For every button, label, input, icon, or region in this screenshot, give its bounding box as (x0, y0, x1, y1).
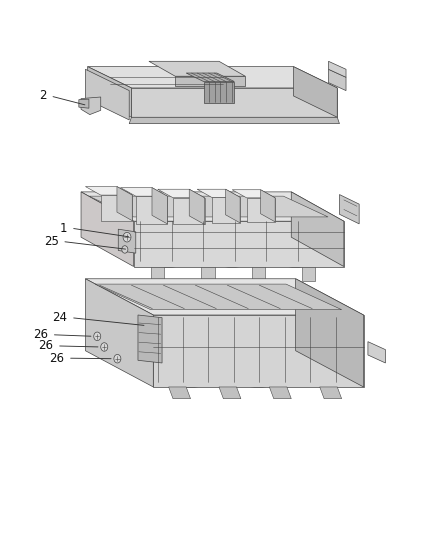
Polygon shape (81, 192, 134, 266)
Polygon shape (261, 190, 275, 222)
Polygon shape (291, 192, 344, 266)
Polygon shape (302, 266, 315, 281)
Polygon shape (293, 67, 337, 117)
Text: 24: 24 (53, 311, 67, 324)
Polygon shape (197, 189, 240, 197)
Polygon shape (169, 387, 191, 399)
Polygon shape (368, 342, 385, 363)
Polygon shape (296, 279, 364, 387)
Polygon shape (149, 61, 245, 76)
Polygon shape (81, 97, 101, 115)
Polygon shape (88, 67, 337, 88)
Text: 26: 26 (33, 328, 48, 341)
Polygon shape (173, 198, 205, 224)
Polygon shape (88, 67, 131, 117)
Polygon shape (339, 195, 359, 224)
Polygon shape (85, 279, 153, 387)
Polygon shape (320, 387, 342, 399)
Polygon shape (81, 192, 344, 221)
Circle shape (114, 354, 121, 363)
Polygon shape (151, 266, 164, 281)
Polygon shape (158, 189, 205, 198)
Polygon shape (247, 198, 275, 222)
Polygon shape (101, 195, 132, 221)
Polygon shape (131, 88, 337, 117)
Polygon shape (120, 188, 167, 196)
Circle shape (101, 343, 108, 351)
Polygon shape (85, 69, 129, 120)
Polygon shape (175, 76, 245, 86)
Polygon shape (204, 82, 234, 103)
Text: 26: 26 (39, 340, 53, 352)
Polygon shape (152, 188, 167, 224)
Polygon shape (79, 99, 89, 108)
Circle shape (123, 232, 131, 242)
Polygon shape (118, 229, 136, 253)
Polygon shape (252, 266, 265, 281)
Circle shape (94, 332, 101, 341)
Polygon shape (226, 189, 240, 223)
Polygon shape (89, 196, 328, 217)
Polygon shape (328, 69, 346, 91)
Polygon shape (232, 190, 275, 198)
Polygon shape (219, 387, 241, 399)
Polygon shape (134, 221, 344, 266)
Polygon shape (85, 279, 364, 315)
Polygon shape (269, 387, 291, 399)
Polygon shape (201, 266, 215, 281)
Text: 26: 26 (49, 352, 64, 365)
Polygon shape (136, 196, 167, 224)
Polygon shape (138, 315, 162, 363)
Text: 25: 25 (44, 235, 59, 248)
Polygon shape (117, 187, 132, 221)
Polygon shape (85, 187, 132, 195)
Text: 2: 2 (39, 90, 47, 102)
Polygon shape (186, 73, 234, 82)
Polygon shape (153, 315, 364, 387)
Polygon shape (328, 61, 346, 77)
Text: 1: 1 (60, 222, 67, 235)
Polygon shape (129, 117, 339, 124)
Circle shape (122, 246, 128, 253)
Polygon shape (95, 284, 342, 310)
Polygon shape (189, 189, 205, 224)
Polygon shape (212, 197, 240, 223)
